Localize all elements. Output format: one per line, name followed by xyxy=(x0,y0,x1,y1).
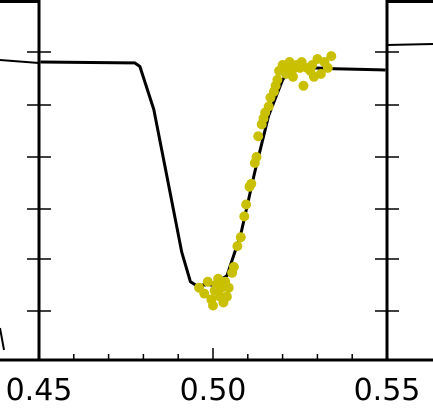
x-tick-label: 0.50 xyxy=(180,373,247,408)
left-panel-curve xyxy=(0,59,40,64)
data-point xyxy=(288,71,298,82)
data-point xyxy=(322,62,333,73)
data-point xyxy=(221,291,232,302)
right-panel-curve xyxy=(386,43,433,46)
data-point xyxy=(241,199,252,210)
x-tick-label: 0.45 xyxy=(6,373,73,408)
data-point xyxy=(263,101,274,112)
right-panel-fragment xyxy=(386,0,433,362)
data-point xyxy=(251,152,262,162)
data-point xyxy=(235,232,246,243)
left-panel-fragment xyxy=(0,0,40,362)
data-point xyxy=(202,276,213,287)
data-point xyxy=(326,51,337,62)
axes-frame xyxy=(37,0,389,362)
data-point xyxy=(315,68,326,79)
data-point xyxy=(272,74,283,85)
model-curve xyxy=(40,60,386,287)
x-tick-labels: 0.45 0.50 0.55 xyxy=(6,373,421,408)
data-point xyxy=(208,300,218,311)
data-point xyxy=(199,288,210,299)
data-point xyxy=(298,80,309,91)
data-point xyxy=(223,282,234,293)
data-point xyxy=(228,261,239,272)
data-point xyxy=(232,241,243,252)
center-panel xyxy=(37,0,389,362)
data-point xyxy=(239,211,250,222)
x-tick-label: 0.55 xyxy=(354,373,421,408)
model-curve-layer xyxy=(40,60,386,287)
data-points-layer xyxy=(194,51,337,311)
data-point xyxy=(246,178,257,189)
left-panel-fragment-glyph xyxy=(0,327,5,351)
data-point xyxy=(253,131,264,142)
